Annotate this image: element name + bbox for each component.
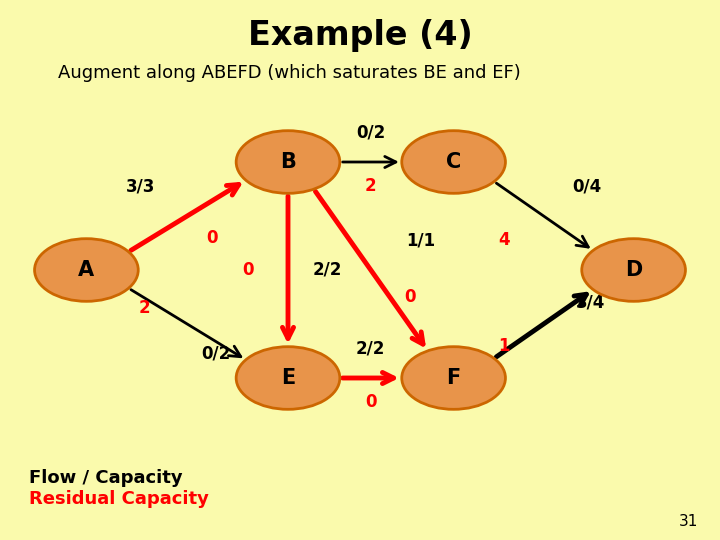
- Ellipse shape: [236, 347, 340, 409]
- Text: 2/2: 2/2: [313, 261, 342, 279]
- Text: B: B: [280, 152, 296, 172]
- Ellipse shape: [402, 347, 505, 409]
- Text: 4: 4: [498, 231, 510, 249]
- Text: F: F: [446, 368, 461, 388]
- Text: 0: 0: [207, 228, 218, 247]
- Text: Residual Capacity: Residual Capacity: [29, 490, 209, 509]
- Text: 0: 0: [243, 261, 254, 279]
- Text: 3/4: 3/4: [576, 293, 605, 312]
- Text: 1: 1: [498, 336, 510, 355]
- Text: 0/4: 0/4: [572, 177, 601, 195]
- Text: C: C: [446, 152, 462, 172]
- Ellipse shape: [236, 131, 340, 193]
- Text: 2/2: 2/2: [356, 339, 385, 357]
- Text: 31: 31: [679, 514, 698, 529]
- Text: 3/3: 3/3: [126, 177, 155, 195]
- Ellipse shape: [582, 239, 685, 301]
- Text: Example (4): Example (4): [248, 18, 472, 52]
- Text: 0/2: 0/2: [356, 123, 385, 141]
- Text: 1/1: 1/1: [407, 231, 436, 249]
- Text: 2: 2: [365, 177, 377, 195]
- Ellipse shape: [402, 131, 505, 193]
- Text: 0: 0: [405, 288, 416, 306]
- Text: 0/2: 0/2: [202, 345, 230, 363]
- Ellipse shape: [35, 239, 138, 301]
- Text: 2: 2: [138, 299, 150, 317]
- Text: Flow / Capacity: Flow / Capacity: [29, 469, 182, 487]
- Text: D: D: [625, 260, 642, 280]
- Text: 0: 0: [365, 393, 377, 411]
- Text: E: E: [281, 368, 295, 388]
- Text: Augment along ABEFD (which saturates BE and EF): Augment along ABEFD (which saturates BE …: [58, 64, 521, 82]
- Text: A: A: [78, 260, 94, 280]
